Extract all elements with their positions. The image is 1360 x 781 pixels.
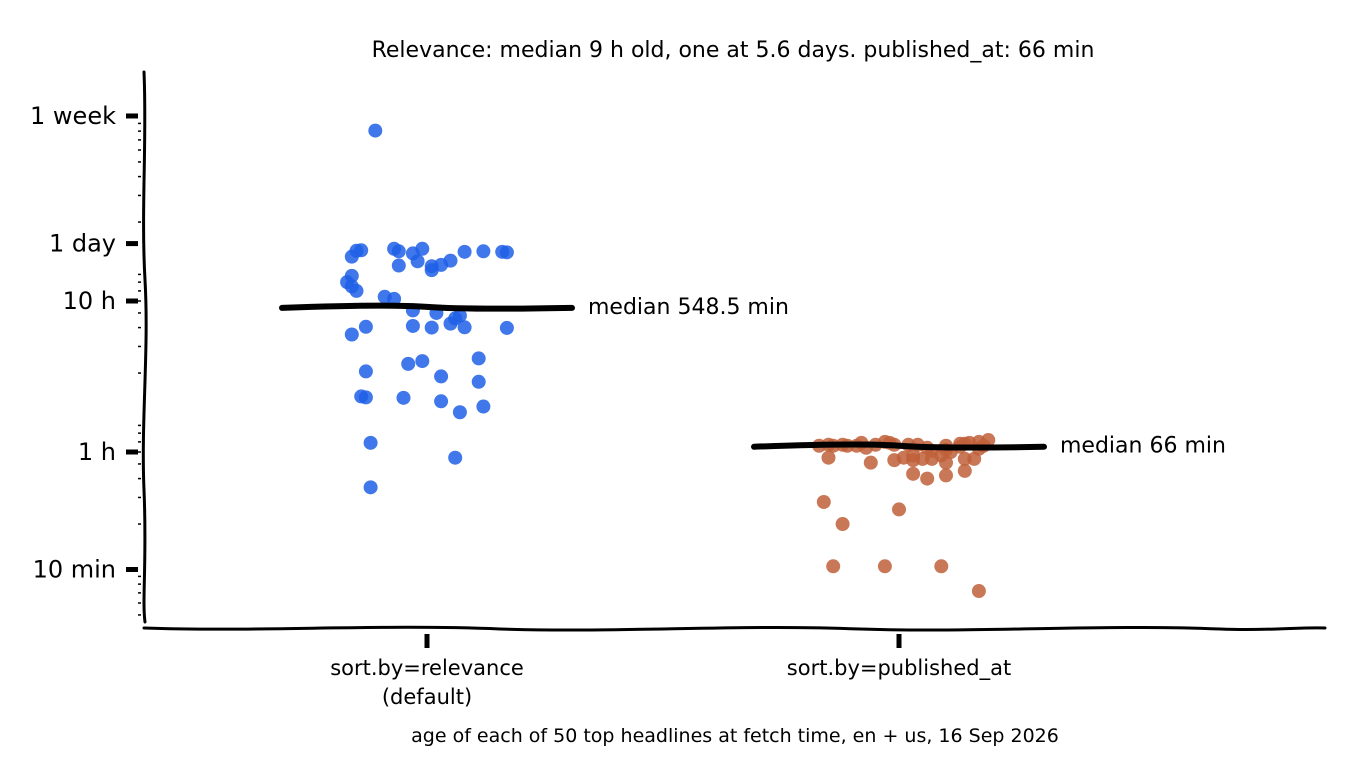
data-point xyxy=(401,356,416,371)
data-point xyxy=(424,320,439,335)
data-point xyxy=(448,450,463,465)
data-point xyxy=(476,399,491,414)
data-point xyxy=(344,327,359,342)
data-point xyxy=(452,405,467,420)
y-tick-label: 10 min xyxy=(33,556,116,584)
data-point xyxy=(939,455,953,470)
data-point xyxy=(443,316,458,331)
data-point xyxy=(363,480,378,495)
data-point xyxy=(434,369,449,384)
x-tick-label: (default) xyxy=(382,685,472,709)
data-point xyxy=(391,258,406,273)
data-point xyxy=(344,249,359,264)
data-point xyxy=(415,241,430,256)
data-point xyxy=(835,517,850,532)
median-label: median 66 min xyxy=(1060,434,1226,459)
y-tick-label: 1 week xyxy=(30,102,116,130)
data-point xyxy=(816,494,831,509)
y-minor-ticks xyxy=(138,122,141,616)
data-point xyxy=(358,390,373,405)
data-point xyxy=(471,374,486,389)
data-point xyxy=(826,559,841,574)
data-point xyxy=(396,390,411,405)
data-point xyxy=(363,435,378,450)
data-point xyxy=(349,283,364,298)
data-point xyxy=(424,263,439,278)
data-point xyxy=(476,244,491,259)
axes xyxy=(141,70,1327,632)
data-point xyxy=(457,244,472,259)
data-point xyxy=(358,364,373,379)
data-point xyxy=(499,320,514,335)
x-axis-line xyxy=(142,625,1327,632)
data-point xyxy=(368,123,383,138)
y-tick-label: 10 h xyxy=(63,287,116,315)
data-point xyxy=(358,319,373,334)
chart-title: Relevance: median 9 h old, one at 5.6 da… xyxy=(372,38,1095,63)
data-point xyxy=(391,244,406,259)
data-point xyxy=(387,291,402,306)
data-point xyxy=(457,320,472,335)
median-lines: median 548.5 min median 66 min xyxy=(279,295,1226,459)
data-point xyxy=(443,253,458,268)
data-point xyxy=(967,451,982,466)
data-point xyxy=(892,502,906,517)
data-point xyxy=(934,559,949,574)
data-point xyxy=(452,308,467,323)
x-ticks: sort.by=relevance (default) sort.by=publis… xyxy=(330,634,1011,709)
data-point xyxy=(971,584,986,599)
median-line xyxy=(751,441,1047,451)
y-tick-label: 1 h xyxy=(78,438,116,466)
data-point xyxy=(877,559,892,574)
data-point xyxy=(499,245,514,260)
x-tick-label: sort.by=relevance xyxy=(330,656,524,680)
y-tick-label: 1 day xyxy=(49,230,116,258)
data-point xyxy=(896,450,911,465)
data-point xyxy=(434,394,449,409)
data-point xyxy=(939,468,953,483)
median-label: median 548.5 min xyxy=(588,295,789,320)
x-tick-label: sort.by=published_at xyxy=(787,656,1011,681)
median-line xyxy=(279,302,575,312)
data-points xyxy=(340,123,996,599)
y-ticks: 10 min 1 h 10 h 1 day 1 week xyxy=(30,102,138,584)
data-point xyxy=(410,254,425,269)
data-point xyxy=(906,466,921,481)
data-point xyxy=(957,463,972,478)
y-axis-line xyxy=(141,70,148,624)
data-point xyxy=(415,354,430,369)
data-point xyxy=(920,471,935,486)
data-point xyxy=(863,455,878,470)
data-point xyxy=(405,318,420,333)
data-point xyxy=(471,351,486,366)
x-axis-caption: age of each of 50 top headlines at fetch… xyxy=(411,725,1059,747)
data-point xyxy=(821,450,836,465)
